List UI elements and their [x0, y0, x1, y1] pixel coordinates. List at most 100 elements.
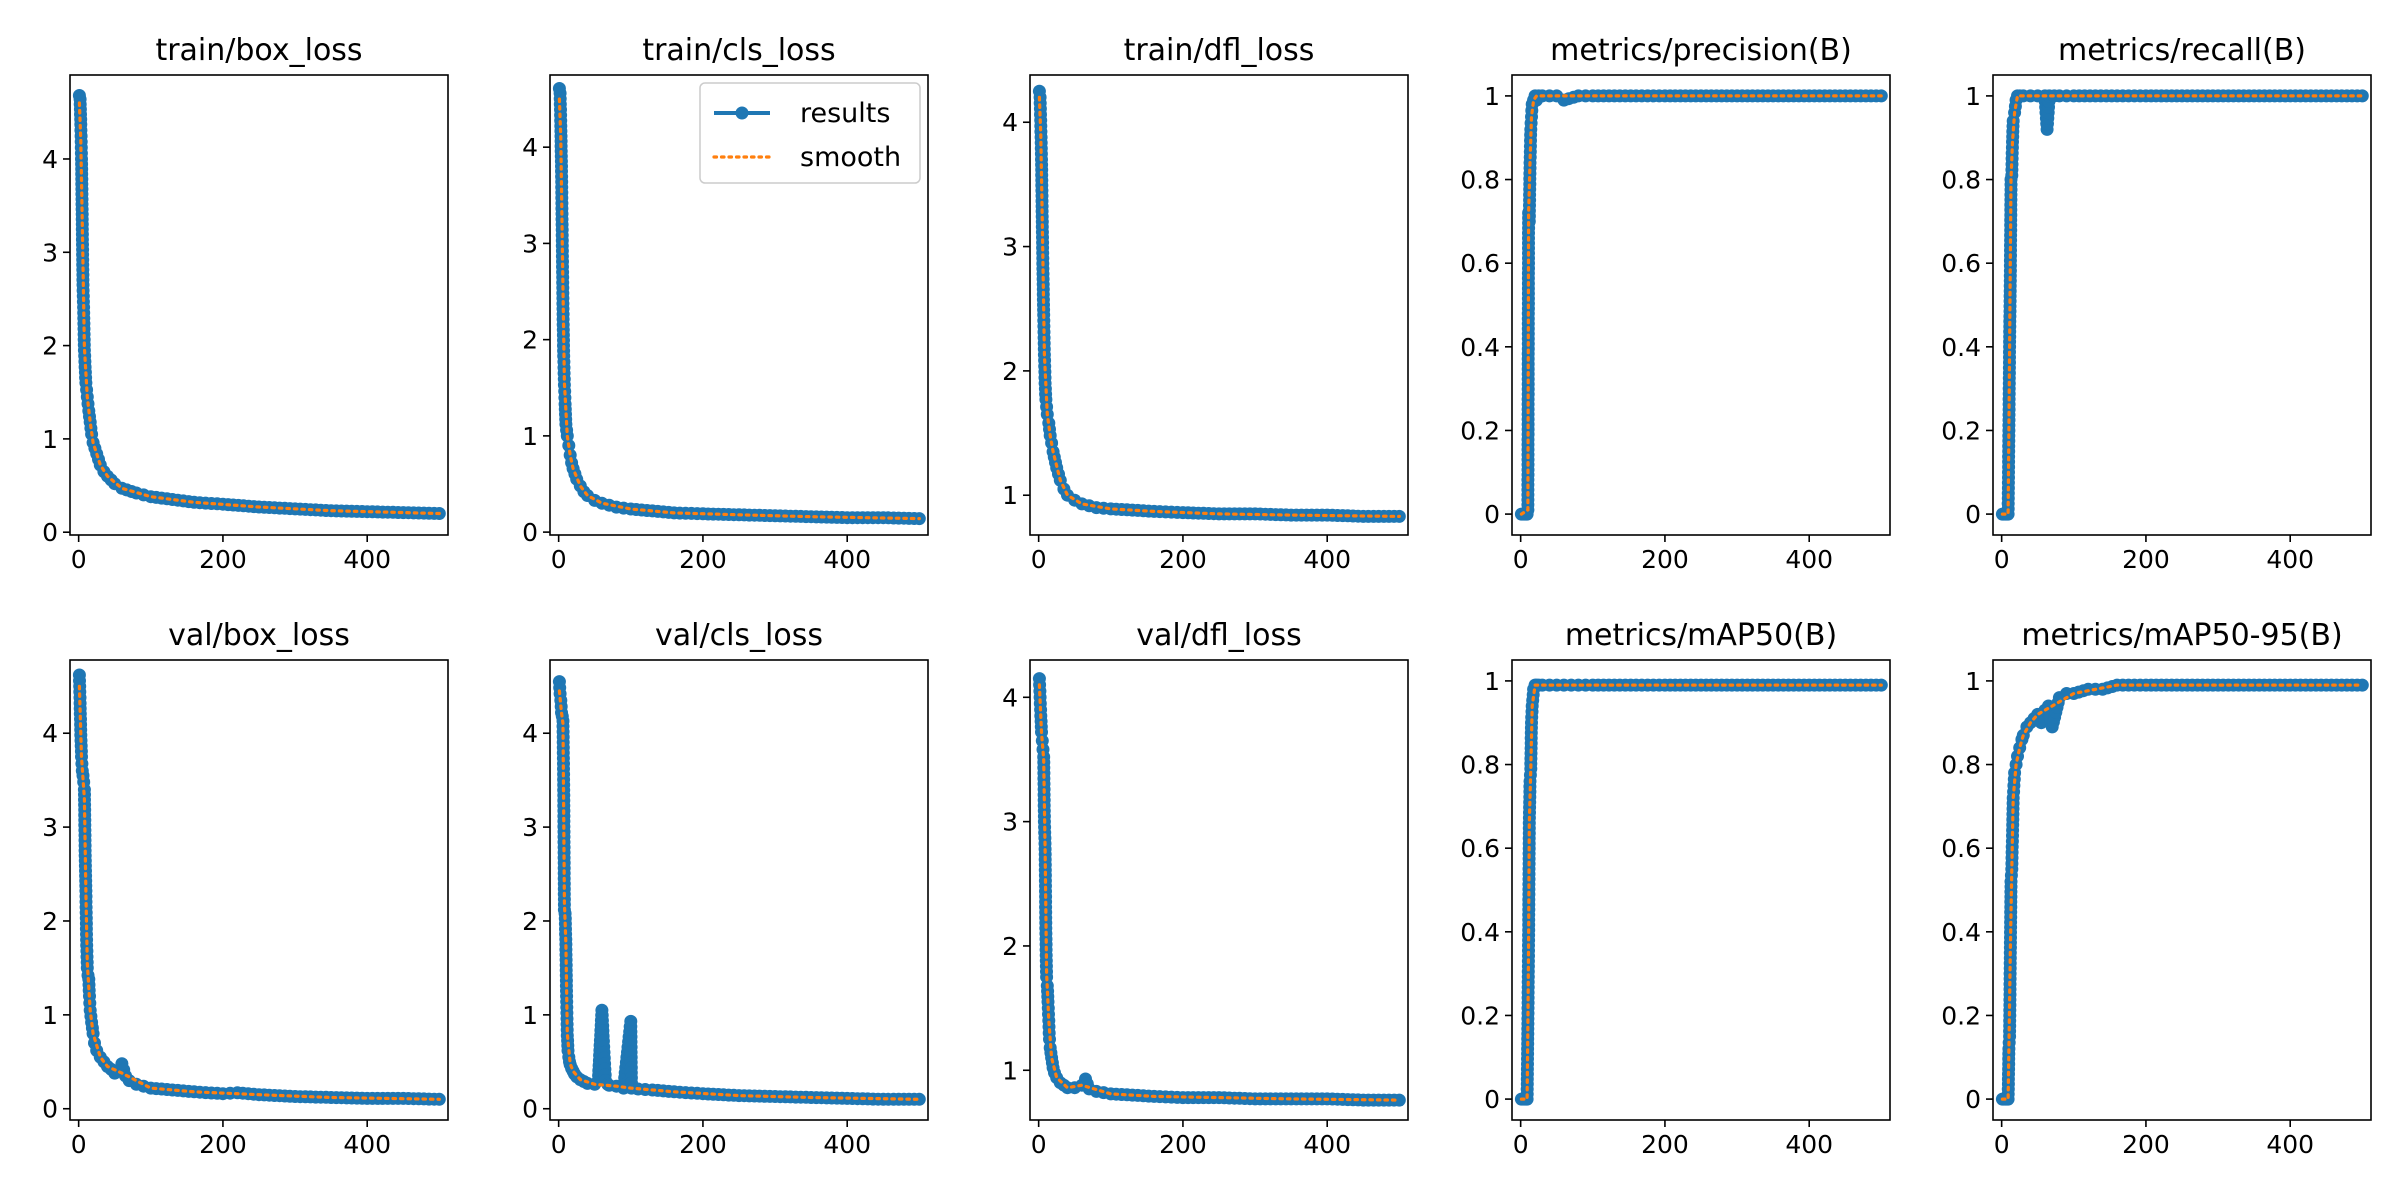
y-tick-label: 4	[42, 719, 58, 748]
y-tick-label: 3	[42, 238, 58, 267]
x-tick-label: 200	[679, 545, 727, 574]
series-results-line	[1520, 93, 1882, 517]
series-results-line	[77, 674, 440, 1102]
series-smooth-line	[1519, 94, 1883, 516]
y-tick-label: 1	[522, 422, 538, 451]
series-results-markers	[1514, 89, 1888, 521]
x-tick-label: 200	[1641, 1130, 1689, 1159]
subplot-title: val/cls_loss	[655, 618, 823, 653]
y-tick-label: 1	[1484, 82, 1500, 111]
subplot-val-box-loss: val/box_loss 0 200 400 0 1 2 3 4	[42, 618, 449, 1159]
y-tick-label: 2	[1002, 932, 1018, 961]
y-tick-label: 2	[42, 907, 58, 936]
y-tick-label: 4	[1002, 108, 1018, 137]
x-tick-label: 0	[1994, 545, 2010, 574]
x-tick-label: 0	[1031, 1130, 1047, 1159]
axes-frame	[69, 659, 449, 1121]
y-tick-label: 0	[1484, 1085, 1500, 1114]
x-tick-label: 0	[1031, 545, 1047, 574]
series-results-line	[557, 681, 920, 1102]
series-smooth-line	[2000, 94, 2364, 516]
plot-area	[1514, 678, 1888, 1106]
y-tick-label: 0	[42, 1095, 58, 1124]
y-tick-label: 0	[1965, 500, 1981, 529]
series-results-markers	[72, 89, 446, 520]
y-tick-label: 0.8	[1941, 751, 1981, 780]
y-tick-label: 0	[522, 518, 538, 547]
x-tick-label: 400	[2266, 545, 2314, 574]
subplot-metrics-recall-b-: metrics/recall(B) 0 200 400 0 0.2 0.4 0.6 0.8 1	[1941, 33, 2372, 574]
y-tick-label: 3	[1002, 233, 1018, 262]
series-results-markers	[1995, 89, 2369, 521]
axes-frame	[1992, 74, 2372, 536]
x-tick-label: 400	[1785, 545, 1833, 574]
y-tick-label: 0	[1484, 500, 1500, 529]
plot-area	[1995, 89, 2369, 521]
y-tick-label: 3	[522, 813, 538, 842]
y-tick-label: 1	[1965, 82, 1981, 111]
subplot-val-cls-loss: val/cls_loss 0 200 400 0 1 2 3 4	[522, 618, 929, 1159]
y-tick-label: 0	[522, 1095, 538, 1124]
subplot-title: metrics/precision(B)	[1550, 33, 1852, 68]
y-tick-label: 1	[1002, 481, 1018, 510]
series-results-line	[1037, 678, 1400, 1103]
x-tick-label: 200	[1159, 1130, 1207, 1159]
x-tick-label: 0	[71, 545, 87, 574]
plot-area	[72, 668, 446, 1106]
x-tick-label: 200	[2122, 545, 2170, 574]
x-tick-label: 400	[343, 545, 391, 574]
axes-frame	[549, 74, 929, 536]
y-tick-label: 2	[522, 907, 538, 936]
legend-label: smooth	[800, 142, 901, 173]
x-tick-label: 400	[823, 1130, 871, 1159]
plot-area	[552, 82, 926, 526]
x-tick-label: 200	[1159, 545, 1207, 574]
y-tick-label: 1	[42, 1001, 58, 1030]
x-tick-label: 0	[551, 545, 567, 574]
x-tick-label: 0	[1513, 545, 1529, 574]
x-tick-label: 200	[1641, 545, 1689, 574]
y-tick-label: 0.2	[1941, 416, 1981, 445]
subplot-val-dfl-loss: val/dfl_loss 0 200 400 1 2 3 4	[1002, 618, 1409, 1159]
series-smooth-line	[77, 684, 441, 1101]
subplot-metrics-map50-95-b-: metrics/mAP50-95(B) 0 200 400 0 0.2 0.4 0.6 0.8 1	[1941, 618, 2372, 1159]
y-tick-label: 4	[522, 719, 538, 748]
y-tick-label: 0	[1965, 1085, 1981, 1114]
subplot-title: train/box_loss	[155, 33, 362, 68]
y-tick-label: 0.4	[1941, 333, 1981, 362]
plot-area	[72, 89, 446, 520]
y-tick-label: 1	[522, 1001, 538, 1030]
y-tick-label: 4	[42, 145, 58, 174]
x-tick-label: 0	[1994, 1130, 2010, 1159]
x-tick-label: 200	[199, 545, 247, 574]
x-tick-label: 200	[199, 1130, 247, 1159]
subplot-train-box-loss: train/box_loss 0 200 400 0 1 2 3 4	[42, 33, 449, 574]
x-tick-label: 400	[823, 545, 871, 574]
subplot-title: val/dfl_loss	[1136, 618, 1301, 653]
axes-frame	[1511, 74, 1891, 536]
legend-label: results	[800, 98, 890, 129]
x-tick-label: 400	[1785, 1130, 1833, 1159]
axes-frame	[69, 74, 449, 536]
y-tick-label: 4	[522, 133, 538, 162]
y-tick-label: 0.6	[1941, 834, 1981, 863]
series-results-line	[2001, 683, 2363, 1102]
series-results-line	[1520, 683, 1882, 1102]
x-tick-label: 200	[2122, 1130, 2170, 1159]
y-tick-label: 3	[42, 813, 58, 842]
series-smooth-line	[77, 101, 441, 516]
y-tick-label: 2	[42, 332, 58, 361]
series-smooth-line	[557, 97, 921, 521]
series-results-markers	[1514, 678, 1888, 1106]
plot-area	[1032, 84, 1406, 523]
y-tick-label: 0.4	[1460, 918, 1500, 947]
x-tick-label: 0	[551, 1130, 567, 1159]
series-results-markers	[72, 668, 446, 1106]
y-tick-label: 0.6	[1941, 249, 1981, 278]
subplot-title: train/cls_loss	[642, 33, 835, 68]
results-point	[912, 1092, 926, 1106]
y-tick-label: 0.6	[1460, 834, 1500, 863]
y-tick-label: 3	[522, 229, 538, 258]
subplot-title: val/box_loss	[168, 618, 350, 653]
